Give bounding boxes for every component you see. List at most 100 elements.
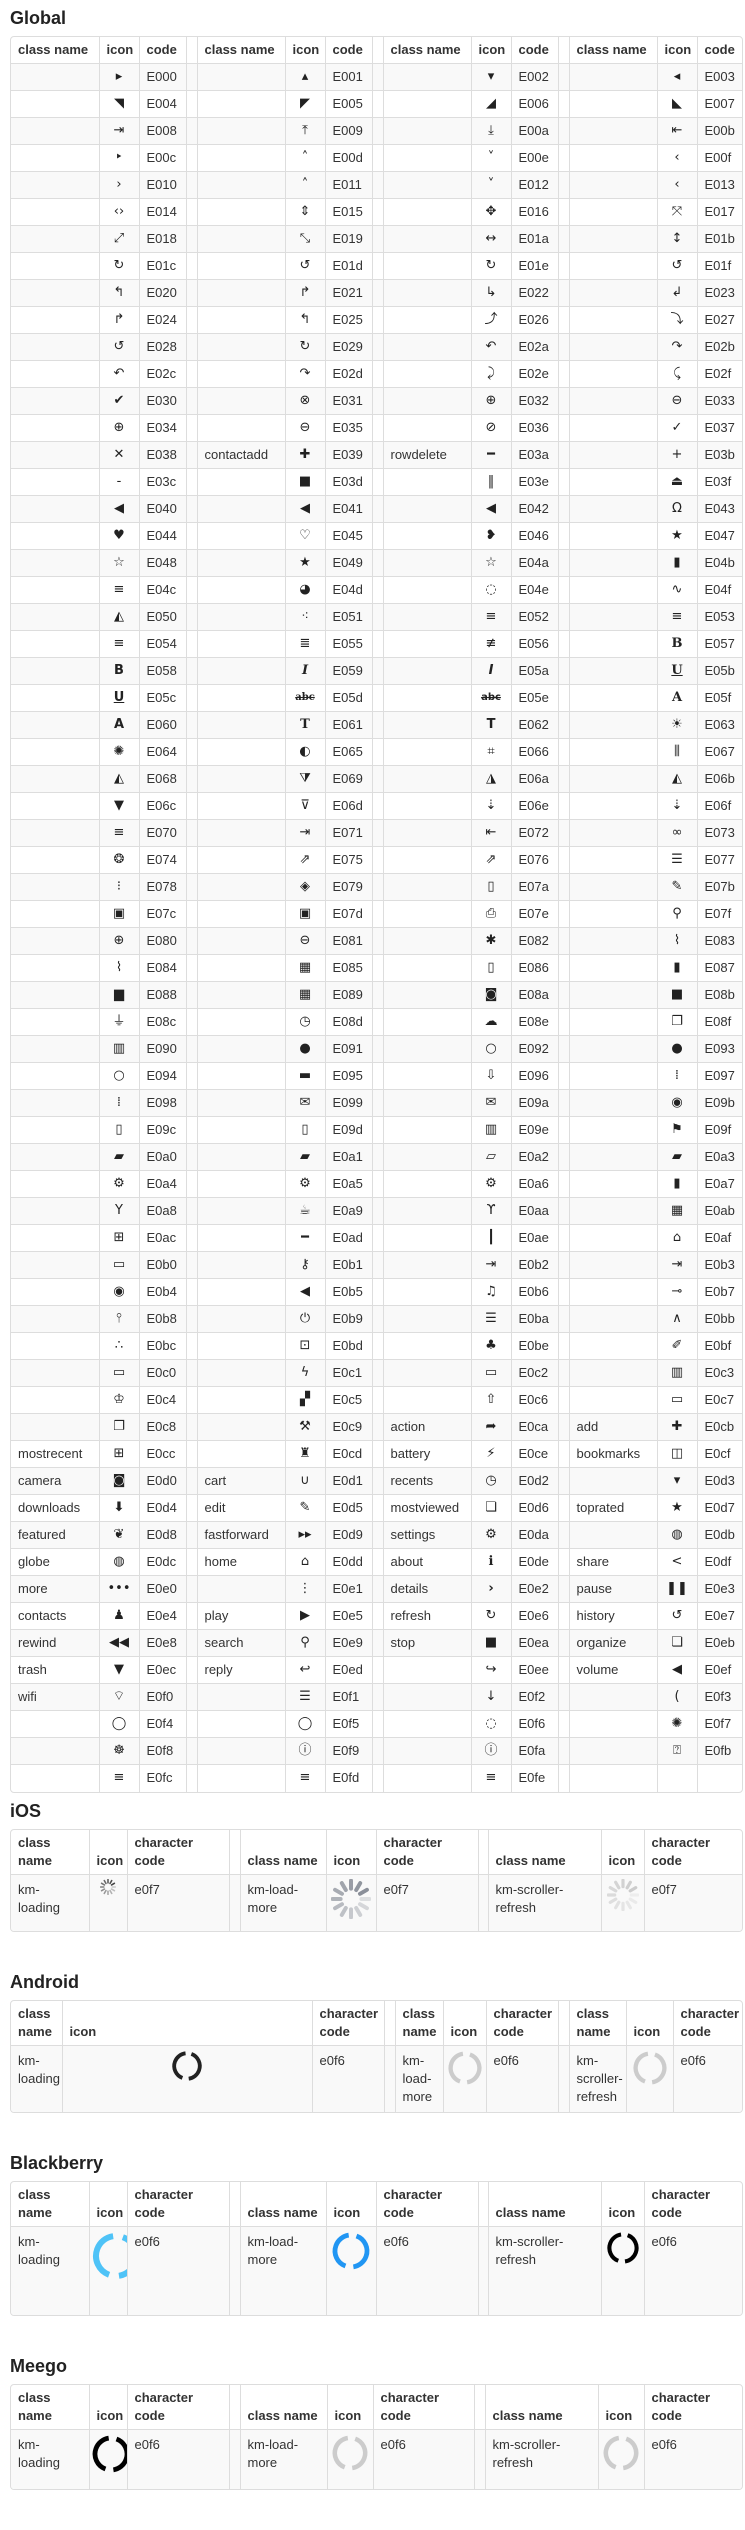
code-cell: E0df [696, 1548, 742, 1576]
qr-code-icon: ▦ [284, 954, 326, 982]
column-separator [557, 792, 570, 820]
code-cell: E0ec [138, 1656, 187, 1684]
corner-bottom-left-icon: ◣ [656, 90, 698, 118]
sort-icon: ≡ [98, 819, 140, 847]
code-cell: E04c [138, 576, 187, 604]
table-row: ♔ E0c4 ▞ E0c5 ⇧ E0c6 ▭ E0c7 [11, 1386, 742, 1414]
star-empty-icon: ☆ [98, 549, 140, 577]
spinner-spoke [103, 1889, 107, 1894]
pause-icon: ‖ [470, 468, 512, 496]
signal-icon: ▮ [656, 549, 698, 577]
code-cell: E038 [138, 441, 187, 469]
column-separator [371, 954, 384, 982]
class-name-cell [11, 252, 100, 280]
code-cell: E0a0 [138, 1143, 187, 1171]
table-row: globe ◍ E0dc home ⌂ E0dd about ℹ E0de share < E0df [11, 1548, 742, 1576]
rotate-ccw-icon: ↺ [284, 252, 326, 280]
pencil-icon: ✎ [656, 873, 698, 901]
column-separator [185, 1413, 198, 1441]
curve-right-up-icon: ⤴ [470, 306, 512, 334]
column-header-character-code: character code [643, 1829, 742, 1875]
column-separator [371, 1089, 384, 1117]
spinner-arc [606, 2232, 639, 2264]
table-row: ▥ E090 ● E091 ○ E092 ● E093 [11, 1035, 742, 1063]
brightness-icon: ☀ [656, 711, 698, 739]
arrow-down-bold-icon: ⬇ [98, 1494, 140, 1522]
wifi-icon: ⌔ [98, 1683, 140, 1711]
column-separator [228, 1873, 241, 1931]
cup-icon: ▾ [656, 1467, 698, 1495]
table-row: ▼ E06c ⊽ E06d ⇣ E06e ⇣ E06f [11, 792, 742, 820]
folder-icon: ▰ [284, 1143, 326, 1171]
refresh-icon: ↻ [470, 1602, 512, 1630]
tiles-icon: ⊞ [98, 1224, 140, 1252]
film-icon: ▥ [470, 1116, 512, 1144]
class-name-cell [568, 1224, 658, 1252]
triangle-right-icon: ▸ [98, 63, 140, 91]
bug-icon: ☸ [98, 1737, 140, 1765]
code-cell: E010 [138, 171, 187, 199]
code-cell: E05e [510, 684, 559, 712]
code-cell: E032 [510, 387, 559, 415]
spinner-spoke [358, 1887, 369, 1896]
column-separator [185, 37, 198, 64]
class-name-cell: play [196, 1602, 286, 1630]
code-cell: E0e9 [324, 1629, 373, 1657]
column-separator [185, 1602, 198, 1630]
column-separator [371, 306, 384, 334]
code-cell: e0f6 [643, 2428, 742, 2489]
upload-icon: ⇧ [470, 1386, 512, 1414]
share-out-icon: ➦ [470, 1413, 512, 1441]
table-row: ▰ E0a0 ▰ E0a1 ▱ E0a2 ▰ E0a3 [11, 1143, 742, 1171]
code-cell: E0be [510, 1332, 559, 1360]
code-cell: E06e [510, 792, 559, 820]
code-cell: E06d [324, 792, 373, 820]
to-end-icon: ⇥ [98, 117, 140, 145]
class-name-cell [196, 360, 286, 388]
code-cell: E014 [138, 198, 187, 226]
zoom-icon: ⚲ [656, 900, 698, 928]
class-name-cell [568, 90, 658, 118]
class-name-cell [568, 171, 658, 199]
class-name-cell: km-load-more [239, 1873, 327, 1931]
code-cell: E0dd [324, 1548, 373, 1576]
column-separator [371, 1656, 384, 1684]
code-cell: E051 [324, 603, 373, 631]
class-name-cell [382, 1224, 472, 1252]
home-icon: ⌂ [284, 1548, 326, 1576]
column-separator [557, 657, 570, 685]
column-separator [371, 63, 384, 91]
code-cell: E0dc [138, 1548, 187, 1576]
arc-down-left-icon: ↶ [470, 333, 512, 361]
code-cell: E0f9 [324, 1737, 373, 1765]
column-separator [185, 711, 198, 739]
strikethrough-serif-icon: abc [284, 684, 326, 712]
code-cell: E042 [510, 495, 559, 523]
table-row: ✕ E038 contactadd ✚ E039 rowdelete ━ E03a + E03b [11, 441, 742, 469]
spinner-spoke [100, 1887, 106, 1891]
documents-icon: ❏ [470, 1494, 512, 1522]
class-name-cell: contactadd [196, 441, 286, 469]
column-separator [557, 1278, 570, 1306]
chair-icon: ♜ [284, 1440, 326, 1468]
code-cell: E09d [324, 1116, 373, 1144]
class-name-cell [382, 765, 472, 793]
class-name-cell [568, 1737, 658, 1765]
code-cell: E00b [696, 117, 742, 145]
table-row: mostrecent ⊞ E0cc ♜ E0cd battery ⚡ E0ce bookmark… [11, 1440, 742, 1468]
undo-icon: ↶ [98, 360, 140, 388]
class-name-cell [196, 738, 286, 766]
code-cell: E0b1 [324, 1251, 373, 1279]
column-separator [228, 2384, 241, 2430]
code-cell: E055 [324, 630, 373, 658]
rotate-image-left-icon: ◮ [470, 765, 512, 793]
code-cell: E041 [324, 495, 373, 523]
class-name-cell [196, 657, 286, 685]
class-name-cell [11, 1089, 100, 1117]
column-separator [185, 1278, 198, 1306]
column-separator [557, 1764, 570, 1792]
spinner-spoke [354, 1905, 363, 1917]
column-separator [185, 306, 198, 334]
column-separator [383, 2045, 396, 2112]
small-triangle-left-icon: ‹ [656, 144, 698, 172]
